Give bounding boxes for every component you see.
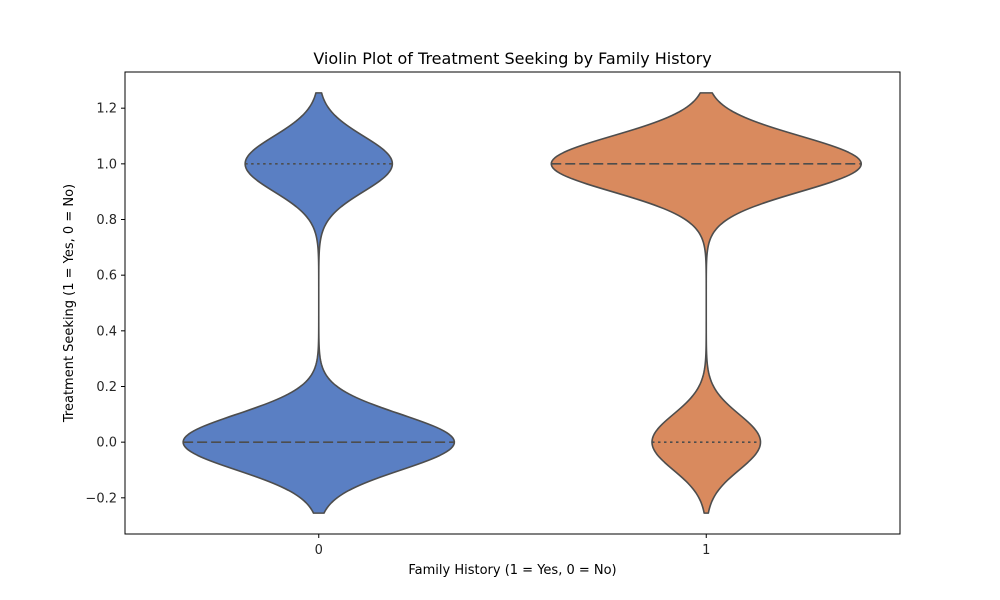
y-tick-label: −0.2 (85, 491, 117, 506)
y-tick-label: 0.0 (96, 436, 117, 451)
y-tick-label: 0.4 (96, 324, 117, 339)
y-tick-label: 0.2 (96, 380, 117, 395)
y-tick-label: 0.6 (96, 269, 117, 284)
x-axis-label: Family History (1 = Yes, 0 = No) (408, 563, 616, 578)
y-tick-label: 1.2 (96, 102, 117, 117)
violin-body-1 (550, 92, 862, 514)
axes-frame (124, 71, 901, 535)
x-tick-label: 1 (702, 543, 710, 558)
y-tick-label: 0.8 (96, 213, 117, 228)
y-axis-label: Treatment Seeking (1 = Yes, 0 = No) (62, 184, 77, 423)
y-axis: −0.2 0.0 0.2 0.4 0.6 0.8 1.0 1.2 (85, 102, 125, 506)
violin-body-0 (182, 92, 456, 514)
chart-title: Violin Plot of Treatment Seeking by Fami… (313, 49, 711, 68)
x-tick-label: 0 (315, 543, 323, 558)
plot-area (182, 92, 862, 514)
y-tick-label: 1.0 (96, 157, 117, 172)
